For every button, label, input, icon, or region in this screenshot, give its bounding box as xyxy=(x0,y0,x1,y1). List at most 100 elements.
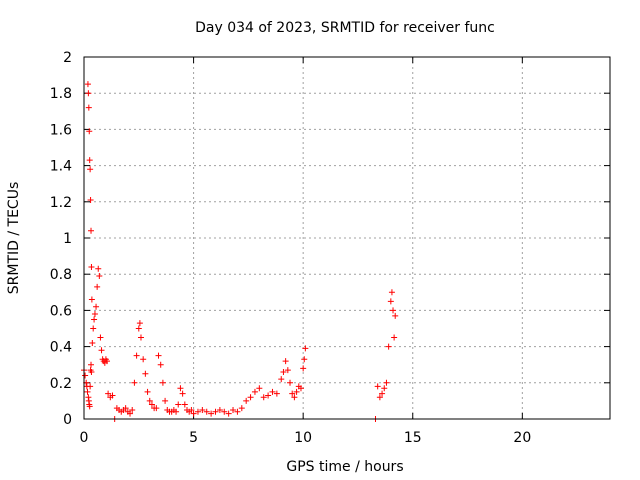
x-tick-label: 5 xyxy=(189,430,198,446)
data-point xyxy=(179,390,186,397)
data-point xyxy=(282,358,289,365)
axis-ticks: 0 5 10 15 20 0 0.2 0.4 0.6 0.8 1 1.2 1.4 1.6 1.8 2 xyxy=(50,50,610,446)
data-point xyxy=(256,385,263,392)
data-point-outlier xyxy=(88,263,95,270)
data-point xyxy=(247,394,254,401)
data-point xyxy=(88,361,95,368)
data-point xyxy=(190,410,197,417)
data-point xyxy=(388,289,395,296)
data-point xyxy=(140,356,147,363)
data-point xyxy=(216,406,223,413)
data-point xyxy=(89,339,96,346)
data-point xyxy=(97,334,104,341)
data-point xyxy=(177,385,184,392)
data-point xyxy=(381,385,388,392)
data-point xyxy=(153,405,160,412)
data-point xyxy=(291,394,298,401)
y-tick-label: 1.2 xyxy=(50,195,72,211)
x-axis-label: GPS time / hours xyxy=(286,459,403,475)
data-point xyxy=(162,397,169,404)
data-point-outlier xyxy=(86,128,93,135)
data-point xyxy=(88,368,95,375)
x-tick-label: 20 xyxy=(513,430,531,446)
data-point xyxy=(90,325,97,332)
y-axis-label: SRMTID / TECUs xyxy=(6,182,22,295)
data-point xyxy=(221,408,228,415)
data-point xyxy=(148,401,155,408)
data-point xyxy=(122,405,129,412)
data-point-outlier xyxy=(86,157,93,164)
data-point xyxy=(284,367,291,374)
data-point-outlier xyxy=(88,227,95,234)
data-point xyxy=(260,394,267,401)
data-point-outlier xyxy=(85,90,92,97)
data-point xyxy=(301,356,308,363)
data-point xyxy=(95,265,102,272)
data-point-outlier xyxy=(88,296,95,303)
data-point xyxy=(84,388,91,395)
y-tick-label: 2 xyxy=(63,50,72,66)
y-tick-label: 0.8 xyxy=(50,267,72,283)
data-point xyxy=(289,390,296,397)
data-point xyxy=(212,408,219,415)
data-point xyxy=(225,410,232,417)
y-tick-label: 0.4 xyxy=(50,340,72,356)
y-tick-label: 1.8 xyxy=(50,86,72,102)
data-point xyxy=(109,392,116,399)
data-point xyxy=(230,406,237,413)
data-point xyxy=(135,325,142,332)
data-point xyxy=(91,316,98,323)
data-point xyxy=(137,334,144,341)
data-point xyxy=(93,303,100,310)
y-tick-label: 0.2 xyxy=(50,376,72,392)
data-point xyxy=(91,311,98,318)
data-point xyxy=(144,388,151,395)
x-tick-label: 0 xyxy=(80,430,89,446)
chart-title: Day 034 of 2023, SRMTID for receiver fun… xyxy=(195,20,495,36)
x-tick-label: 10 xyxy=(294,430,312,446)
data-point xyxy=(136,320,143,327)
data-point xyxy=(175,401,182,408)
data-point xyxy=(383,379,390,386)
plot-frame xyxy=(83,56,611,420)
data-point xyxy=(392,312,399,319)
data-point xyxy=(302,345,309,352)
data-point xyxy=(387,298,394,305)
data-point xyxy=(104,358,111,365)
data-points xyxy=(81,81,399,422)
data-point xyxy=(234,408,241,415)
data-point xyxy=(300,365,307,372)
y-tick-label: 1.6 xyxy=(50,122,72,138)
data-point xyxy=(105,390,112,397)
data-point xyxy=(379,390,386,397)
data-point xyxy=(385,343,392,350)
data-point xyxy=(265,392,272,399)
data-point xyxy=(129,406,136,413)
data-point xyxy=(391,334,398,341)
data-point xyxy=(188,406,195,413)
data-point xyxy=(238,405,245,412)
data-point xyxy=(293,388,300,395)
y-tick-label: 0 xyxy=(63,412,72,428)
data-point-outlier xyxy=(84,81,91,88)
data-point xyxy=(287,379,294,386)
data-point xyxy=(96,273,103,280)
data-point xyxy=(273,390,280,397)
data-point xyxy=(203,408,210,415)
data-point xyxy=(131,379,138,386)
data-point xyxy=(390,307,397,314)
data-point-outlier xyxy=(85,104,92,111)
data-point xyxy=(155,352,162,359)
data-point xyxy=(297,385,304,392)
data-point xyxy=(374,383,381,390)
data-point xyxy=(87,383,94,390)
data-point xyxy=(243,397,250,404)
data-point xyxy=(86,403,93,410)
y-tick-label: 0.6 xyxy=(50,303,72,319)
data-point xyxy=(159,379,166,386)
x-tick-label: 15 xyxy=(404,430,422,446)
data-point xyxy=(280,368,287,375)
y-tick-label: 1.4 xyxy=(50,159,72,175)
data-point xyxy=(157,361,164,368)
